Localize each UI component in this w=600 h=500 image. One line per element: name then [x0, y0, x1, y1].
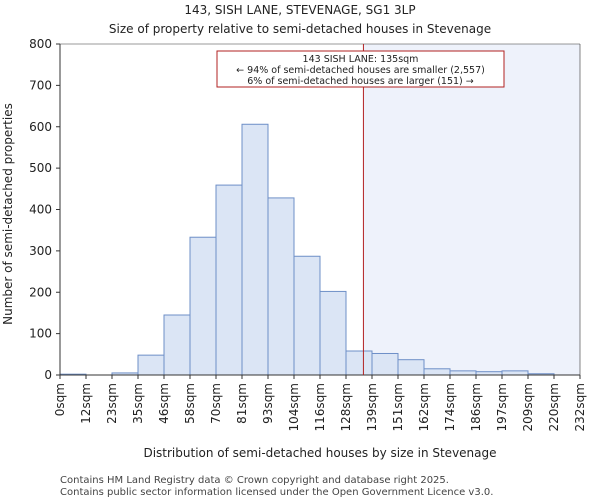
x-axis-label: Distribution of semi-detached houses by … [143, 446, 496, 460]
y-tick-label: 200 [29, 285, 52, 299]
larger-region-highlight [363, 44, 580, 375]
histogram-bar [241, 123, 269, 376]
chart-subtitle: Size of property relative to semi-detach… [109, 22, 491, 36]
histogram-bar [345, 350, 373, 376]
histogram-bar [215, 184, 243, 376]
histogram-bar [501, 370, 529, 376]
y-tick-label: 800 [29, 37, 52, 51]
histogram-bar [397, 359, 425, 376]
annotation-box [216, 50, 505, 88]
histogram-bar [423, 368, 451, 376]
histogram-bar [267, 197, 295, 376]
x-tick-label: 162sqm [417, 383, 431, 431]
x-tick-label: 209sqm [521, 383, 535, 431]
x-tick-label: 23sqm [105, 383, 119, 424]
x-tick-label: 197sqm [495, 383, 509, 431]
histogram-bar [319, 290, 347, 376]
histogram-bar [371, 352, 399, 376]
y-tick-label: 0 [44, 368, 52, 382]
x-tick-label: 116sqm [313, 383, 327, 431]
x-tick-label: 46sqm [157, 383, 171, 424]
x-tick-label: 104sqm [287, 383, 301, 431]
annotation-line: ← 94% of semi-detached houses are smalle… [236, 65, 485, 76]
x-tick-label: 0sqm [53, 383, 67, 416]
x-tick-label: 12sqm [79, 383, 93, 424]
annotation-line: 6% of semi-detached houses are larger (1… [247, 76, 474, 87]
histogram-bar [137, 354, 165, 376]
histogram-bar [293, 255, 321, 376]
histogram-bar [163, 314, 191, 376]
x-tick-label: 35sqm [131, 383, 145, 424]
y-tick-label: 400 [29, 203, 52, 217]
x-tick-label: 81sqm [235, 383, 249, 424]
x-tick-label: 139sqm [365, 383, 379, 431]
footer-line-2: Contains public sector information licen… [60, 487, 493, 498]
x-tick-label: 174sqm [443, 383, 457, 431]
x-tick-label: 70sqm [209, 383, 223, 424]
y-tick-label: 600 [29, 120, 52, 134]
y-tick-label: 100 [29, 327, 52, 341]
annotation-line: 143 SISH LANE: 135sqm [303, 54, 419, 65]
x-tick-label: 186sqm [469, 383, 483, 431]
x-tick-label: 232sqm [573, 383, 587, 431]
histogram-bar [189, 236, 217, 376]
x-tick-label: 220sqm [547, 383, 561, 431]
x-tick-label: 128sqm [339, 383, 353, 431]
y-axis-label: Number of semi-detached properties [1, 103, 15, 325]
histogram-bar [449, 370, 477, 376]
chart-title: 143, SISH LANE, STEVENAGE, SG1 3LP [184, 3, 415, 17]
x-tick-label: 93sqm [261, 383, 275, 424]
footer-line-1: Contains HM Land Registry data © Crown c… [60, 475, 449, 486]
y-tick-label: 300 [29, 244, 52, 258]
x-tick-label: 58sqm [183, 383, 197, 424]
y-tick-label: 700 [29, 78, 52, 92]
x-tick-label: 151sqm [391, 383, 405, 431]
y-tick-label: 500 [29, 161, 52, 175]
